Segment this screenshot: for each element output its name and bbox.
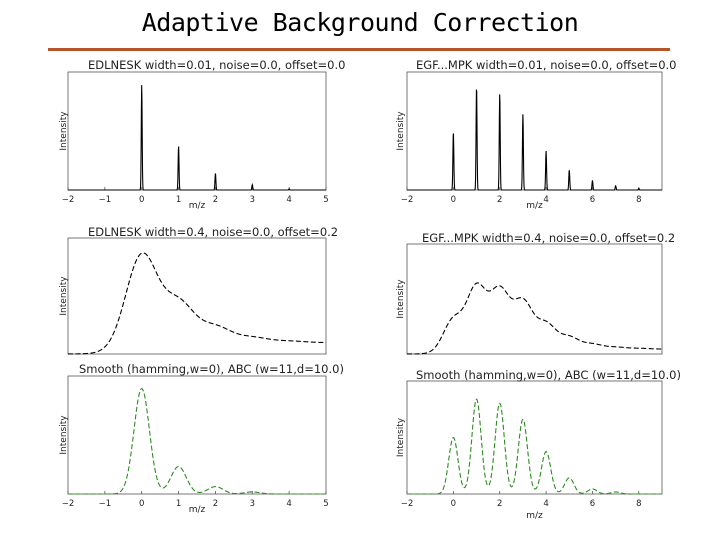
x-tick-label: 1 <box>176 499 181 509</box>
x-tick-label: −2 <box>62 195 75 205</box>
y-axis-label: Intensity <box>59 276 69 316</box>
plot-title: EGF...MPK width=0.4, noise=0.0, offset=0… <box>422 231 675 245</box>
plot-frame <box>67 375 327 495</box>
x-tick-label: 3 <box>250 195 255 205</box>
y-axis-label: Intensity <box>59 415 69 455</box>
title-rule <box>48 48 670 51</box>
x-tick-label: 4 <box>286 499 291 509</box>
x-tick-label: 8 <box>636 499 641 509</box>
y-axis-label: Intensity <box>59 111 69 151</box>
spectrum-panel-6: Smooth (hamming,w=0), ABC (w=11,d=10.0) I… <box>396 368 681 521</box>
x-tick-label: 6 <box>590 499 595 509</box>
y-axis-label: Intensity <box>396 279 406 319</box>
spectrum-line <box>407 89 662 191</box>
spectrum-line <box>407 282 662 355</box>
spectrum-line <box>68 388 326 495</box>
spectrum-panel-5: Smooth (hamming,w=0), ABC (w=11,d=10.0) I… <box>59 362 344 515</box>
x-tick-label: −1 <box>99 499 112 509</box>
spectrum-panel-2: EGF...MPK width=0.01, noise=0.0, offset=… <box>396 58 677 211</box>
spectrum-line <box>68 85 326 191</box>
plot-title: EDLNESK width=0.01, noise=0.0, offset=0.… <box>88 58 345 72</box>
plot-title: Smooth (hamming,w=0), ABC (w=11,d=10.0) <box>416 368 681 382</box>
plot-title: Smooth (hamming,w=0), ABC (w=11,d=10.0) <box>79 362 344 376</box>
plot-title: EGF...MPK width=0.01, noise=0.0, offset=… <box>416 58 677 72</box>
x-axis-label: m/z <box>526 201 543 211</box>
plot-frame <box>406 380 663 495</box>
x-tick-label: 0 <box>139 195 144 205</box>
x-tick-label: 4 <box>286 195 291 205</box>
plot-frame <box>67 237 327 355</box>
x-tick-label: 2 <box>213 499 218 509</box>
x-tick-label: 0 <box>451 195 456 205</box>
plot-frame <box>67 71 327 191</box>
y-axis-label: Intensity <box>396 417 406 457</box>
x-axis-label: m/z <box>189 505 206 515</box>
x-tick-label: 2 <box>497 499 502 509</box>
x-tick-label: 1 <box>176 195 181 205</box>
spectrum-panel-3: EDLNESK width=0.4, noise=0.0, offset=0.2… <box>59 225 338 355</box>
plot-frame <box>406 71 663 191</box>
x-axis-label: m/z <box>526 511 543 521</box>
spectrum-panel-1: EDLNESK width=0.01, noise=0.0, offset=0.… <box>59 58 345 211</box>
x-tick-label: 6 <box>590 195 595 205</box>
plot-title: EDLNESK width=0.4, noise=0.0, offset=0.2 <box>88 225 338 239</box>
spectrum-line <box>407 398 662 495</box>
slide-title: Adaptive Background Correction <box>141 8 579 37</box>
x-tick-label: −1 <box>99 195 112 205</box>
x-tick-label: −2 <box>62 499 75 509</box>
x-tick-label: −2 <box>401 195 414 205</box>
x-tick-label: 0 <box>451 499 456 509</box>
x-tick-label: 5 <box>323 499 328 509</box>
spectrum-panel-4: EGF...MPK width=0.4, noise=0.0, offset=0… <box>396 231 675 355</box>
x-tick-label: 0 <box>139 499 144 509</box>
x-tick-label: 3 <box>250 499 255 509</box>
y-axis-label: Intensity <box>396 111 406 151</box>
x-tick-label: 8 <box>636 195 641 205</box>
spectrum-line <box>68 252 327 355</box>
x-tick-label: 2 <box>497 195 502 205</box>
x-tick-label: 5 <box>323 195 328 205</box>
x-tick-label: −2 <box>401 499 414 509</box>
x-tick-label: 4 <box>543 195 548 205</box>
x-tick-label: 2 <box>213 195 218 205</box>
plot-frame <box>406 243 663 355</box>
x-tick-label: 4 <box>543 499 548 509</box>
x-axis-label: m/z <box>189 201 206 211</box>
